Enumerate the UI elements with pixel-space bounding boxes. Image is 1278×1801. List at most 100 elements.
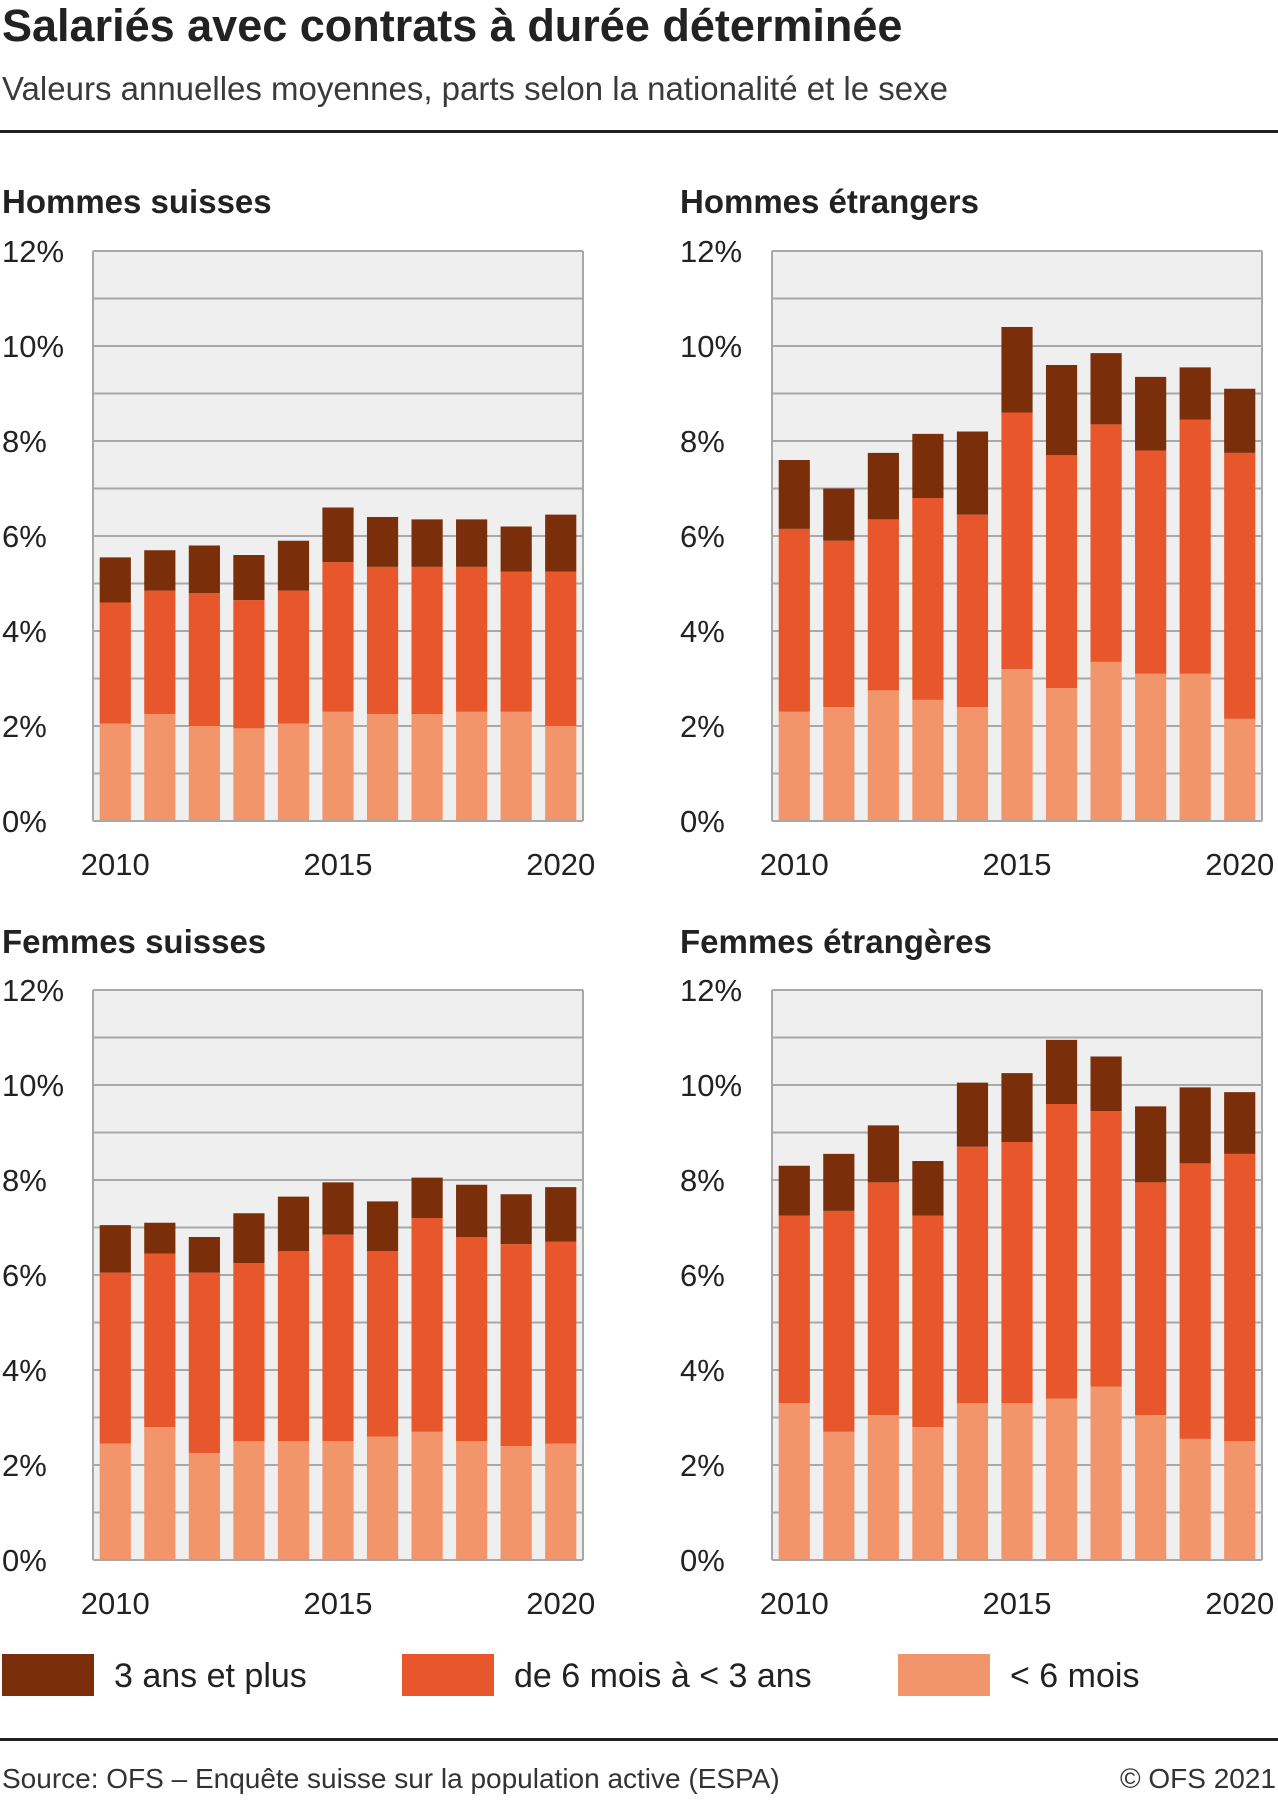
bar-segment bbox=[912, 1427, 944, 1560]
bar-segment bbox=[233, 600, 265, 729]
bar-segment bbox=[1135, 1106, 1167, 1183]
x-tick-label: 2015 bbox=[983, 1586, 1052, 1621]
panel-title: Hommes suisses bbox=[2, 183, 272, 220]
panel-2: Hommes étrangers 0% 2% 4% 6% 8% 10% 12% 2010 2015… bbox=[680, 183, 1274, 882]
bar-segment bbox=[545, 1443, 577, 1560]
bar-segment bbox=[277, 1196, 310, 1252]
legend-label-short: < 6 mois bbox=[1010, 1657, 1140, 1695]
x-tick-label: 2015 bbox=[304, 847, 373, 882]
bar-segment bbox=[956, 514, 989, 707]
bar-segment bbox=[1045, 455, 1078, 688]
x-tick-label: 2020 bbox=[526, 847, 595, 882]
y-tick-label: 8% bbox=[2, 1163, 47, 1198]
y-tick-label: 12% bbox=[2, 234, 64, 269]
bar-segment bbox=[1224, 452, 1256, 719]
bar-segment bbox=[778, 1165, 810, 1216]
bar-segment bbox=[322, 562, 354, 712]
bar-segment bbox=[1001, 1142, 1033, 1404]
bar-segment bbox=[867, 1182, 899, 1416]
y-tick-label: 0% bbox=[2, 804, 47, 839]
bar-segment bbox=[1090, 353, 1122, 425]
y-tick-label: 6% bbox=[2, 519, 47, 554]
bar-segment bbox=[1135, 450, 1167, 674]
bar-segment bbox=[912, 1215, 944, 1427]
x-tick-label: 2015 bbox=[983, 847, 1052, 882]
legend-label-medium: de 6 mois à < 3 ans bbox=[514, 1657, 812, 1695]
bar-segment bbox=[233, 728, 265, 821]
panel-title: Femmes étrangères bbox=[680, 923, 992, 960]
y-tick-label: 4% bbox=[680, 1353, 725, 1388]
bar-segment bbox=[1001, 1073, 1033, 1142]
y-tick-label: 4% bbox=[2, 614, 47, 649]
bar-segment bbox=[277, 1441, 310, 1560]
bar-segment bbox=[366, 1436, 399, 1560]
bar-segment bbox=[1179, 419, 1211, 674]
panel-4: Femmes étrangères 0% 2% 4% 6% 8% 10% 12% 2010 201… bbox=[680, 923, 1274, 1621]
bar-segment bbox=[867, 452, 899, 520]
bar-segment bbox=[1045, 365, 1078, 456]
chart-title: Salariés avec contrats à durée déterminé… bbox=[2, 0, 903, 51]
bar-segment bbox=[1224, 388, 1256, 453]
bar-segment bbox=[956, 707, 989, 821]
bar-segment bbox=[1001, 327, 1033, 413]
chart-subtitle: Valeurs annuelles moyennes, parts selon … bbox=[2, 70, 948, 107]
y-tick-label: 6% bbox=[2, 1258, 47, 1293]
bar-segment bbox=[545, 1241, 577, 1444]
bar-segment bbox=[322, 1182, 354, 1235]
bar-segment bbox=[456, 1184, 488, 1237]
bar-segment bbox=[500, 1244, 532, 1446]
bar-segment bbox=[1001, 669, 1033, 821]
bar-segment bbox=[366, 1201, 399, 1252]
bar-segment bbox=[144, 1427, 176, 1560]
x-tick-label: 2020 bbox=[526, 1586, 595, 1621]
bar-segment bbox=[956, 1146, 989, 1404]
y-tick-label: 0% bbox=[680, 804, 725, 839]
bar-segment bbox=[233, 1441, 265, 1560]
bar-segment bbox=[1179, 673, 1211, 821]
bar-segment bbox=[500, 711, 532, 821]
bar-segment bbox=[322, 1441, 354, 1560]
x-tick-label: 2010 bbox=[760, 1586, 829, 1621]
bar-segment bbox=[277, 723, 310, 821]
bar-segment bbox=[277, 590, 310, 724]
bar-segment bbox=[99, 1443, 131, 1560]
bar-segment bbox=[411, 519, 443, 567]
bar-segment bbox=[1179, 1087, 1211, 1164]
bar-segment bbox=[277, 1251, 310, 1442]
bar-segment bbox=[823, 1431, 855, 1560]
bar-segment bbox=[778, 528, 810, 712]
bar-segment bbox=[1045, 1398, 1078, 1560]
bar-segment bbox=[188, 545, 220, 593]
bar-segment bbox=[867, 519, 899, 691]
small-multiples-chart: Hommes suisses 0% 2% 4% 6% 8% 10% 12% 2010 2015 20… bbox=[2, 183, 1274, 1621]
source-note: Source: OFS – Enquête suisse sur la popu… bbox=[2, 1763, 780, 1794]
x-tick-label: 2020 bbox=[1205, 847, 1274, 882]
bar-segment bbox=[912, 699, 944, 821]
legend-swatch-short bbox=[898, 1654, 990, 1696]
copyright-note: © OFS 2021 bbox=[1119, 1763, 1276, 1794]
panel-title: Femmes suisses bbox=[2, 923, 266, 960]
bar-segment bbox=[778, 1215, 810, 1404]
bar-segment bbox=[456, 711, 488, 821]
y-tick-label: 4% bbox=[2, 1353, 47, 1388]
y-tick-label: 10% bbox=[680, 1068, 742, 1103]
bar-segment bbox=[233, 1213, 265, 1264]
bar-segment bbox=[823, 707, 855, 821]
y-tick-label: 12% bbox=[680, 973, 742, 1008]
panel-1: Hommes suisses 0% 2% 4% 6% 8% 10% 12% 2010 2015 20… bbox=[2, 183, 595, 882]
bar-segment bbox=[411, 566, 443, 715]
bar-segment bbox=[99, 1272, 131, 1444]
panel-title: Hommes étrangers bbox=[680, 183, 979, 220]
bar-segment bbox=[867, 1125, 899, 1183]
bar-segment bbox=[956, 1082, 989, 1147]
bar-segment bbox=[366, 1251, 399, 1437]
bar-segment bbox=[456, 566, 488, 712]
y-tick-label: 8% bbox=[680, 424, 725, 459]
bar-segment bbox=[456, 1237, 488, 1442]
bar-segment bbox=[823, 1210, 855, 1432]
bar-segment bbox=[545, 1187, 577, 1242]
bar-segment bbox=[144, 1253, 176, 1427]
bar-segment bbox=[322, 1234, 354, 1442]
bar-segment bbox=[545, 726, 577, 821]
y-tick-label: 12% bbox=[2, 973, 64, 1008]
